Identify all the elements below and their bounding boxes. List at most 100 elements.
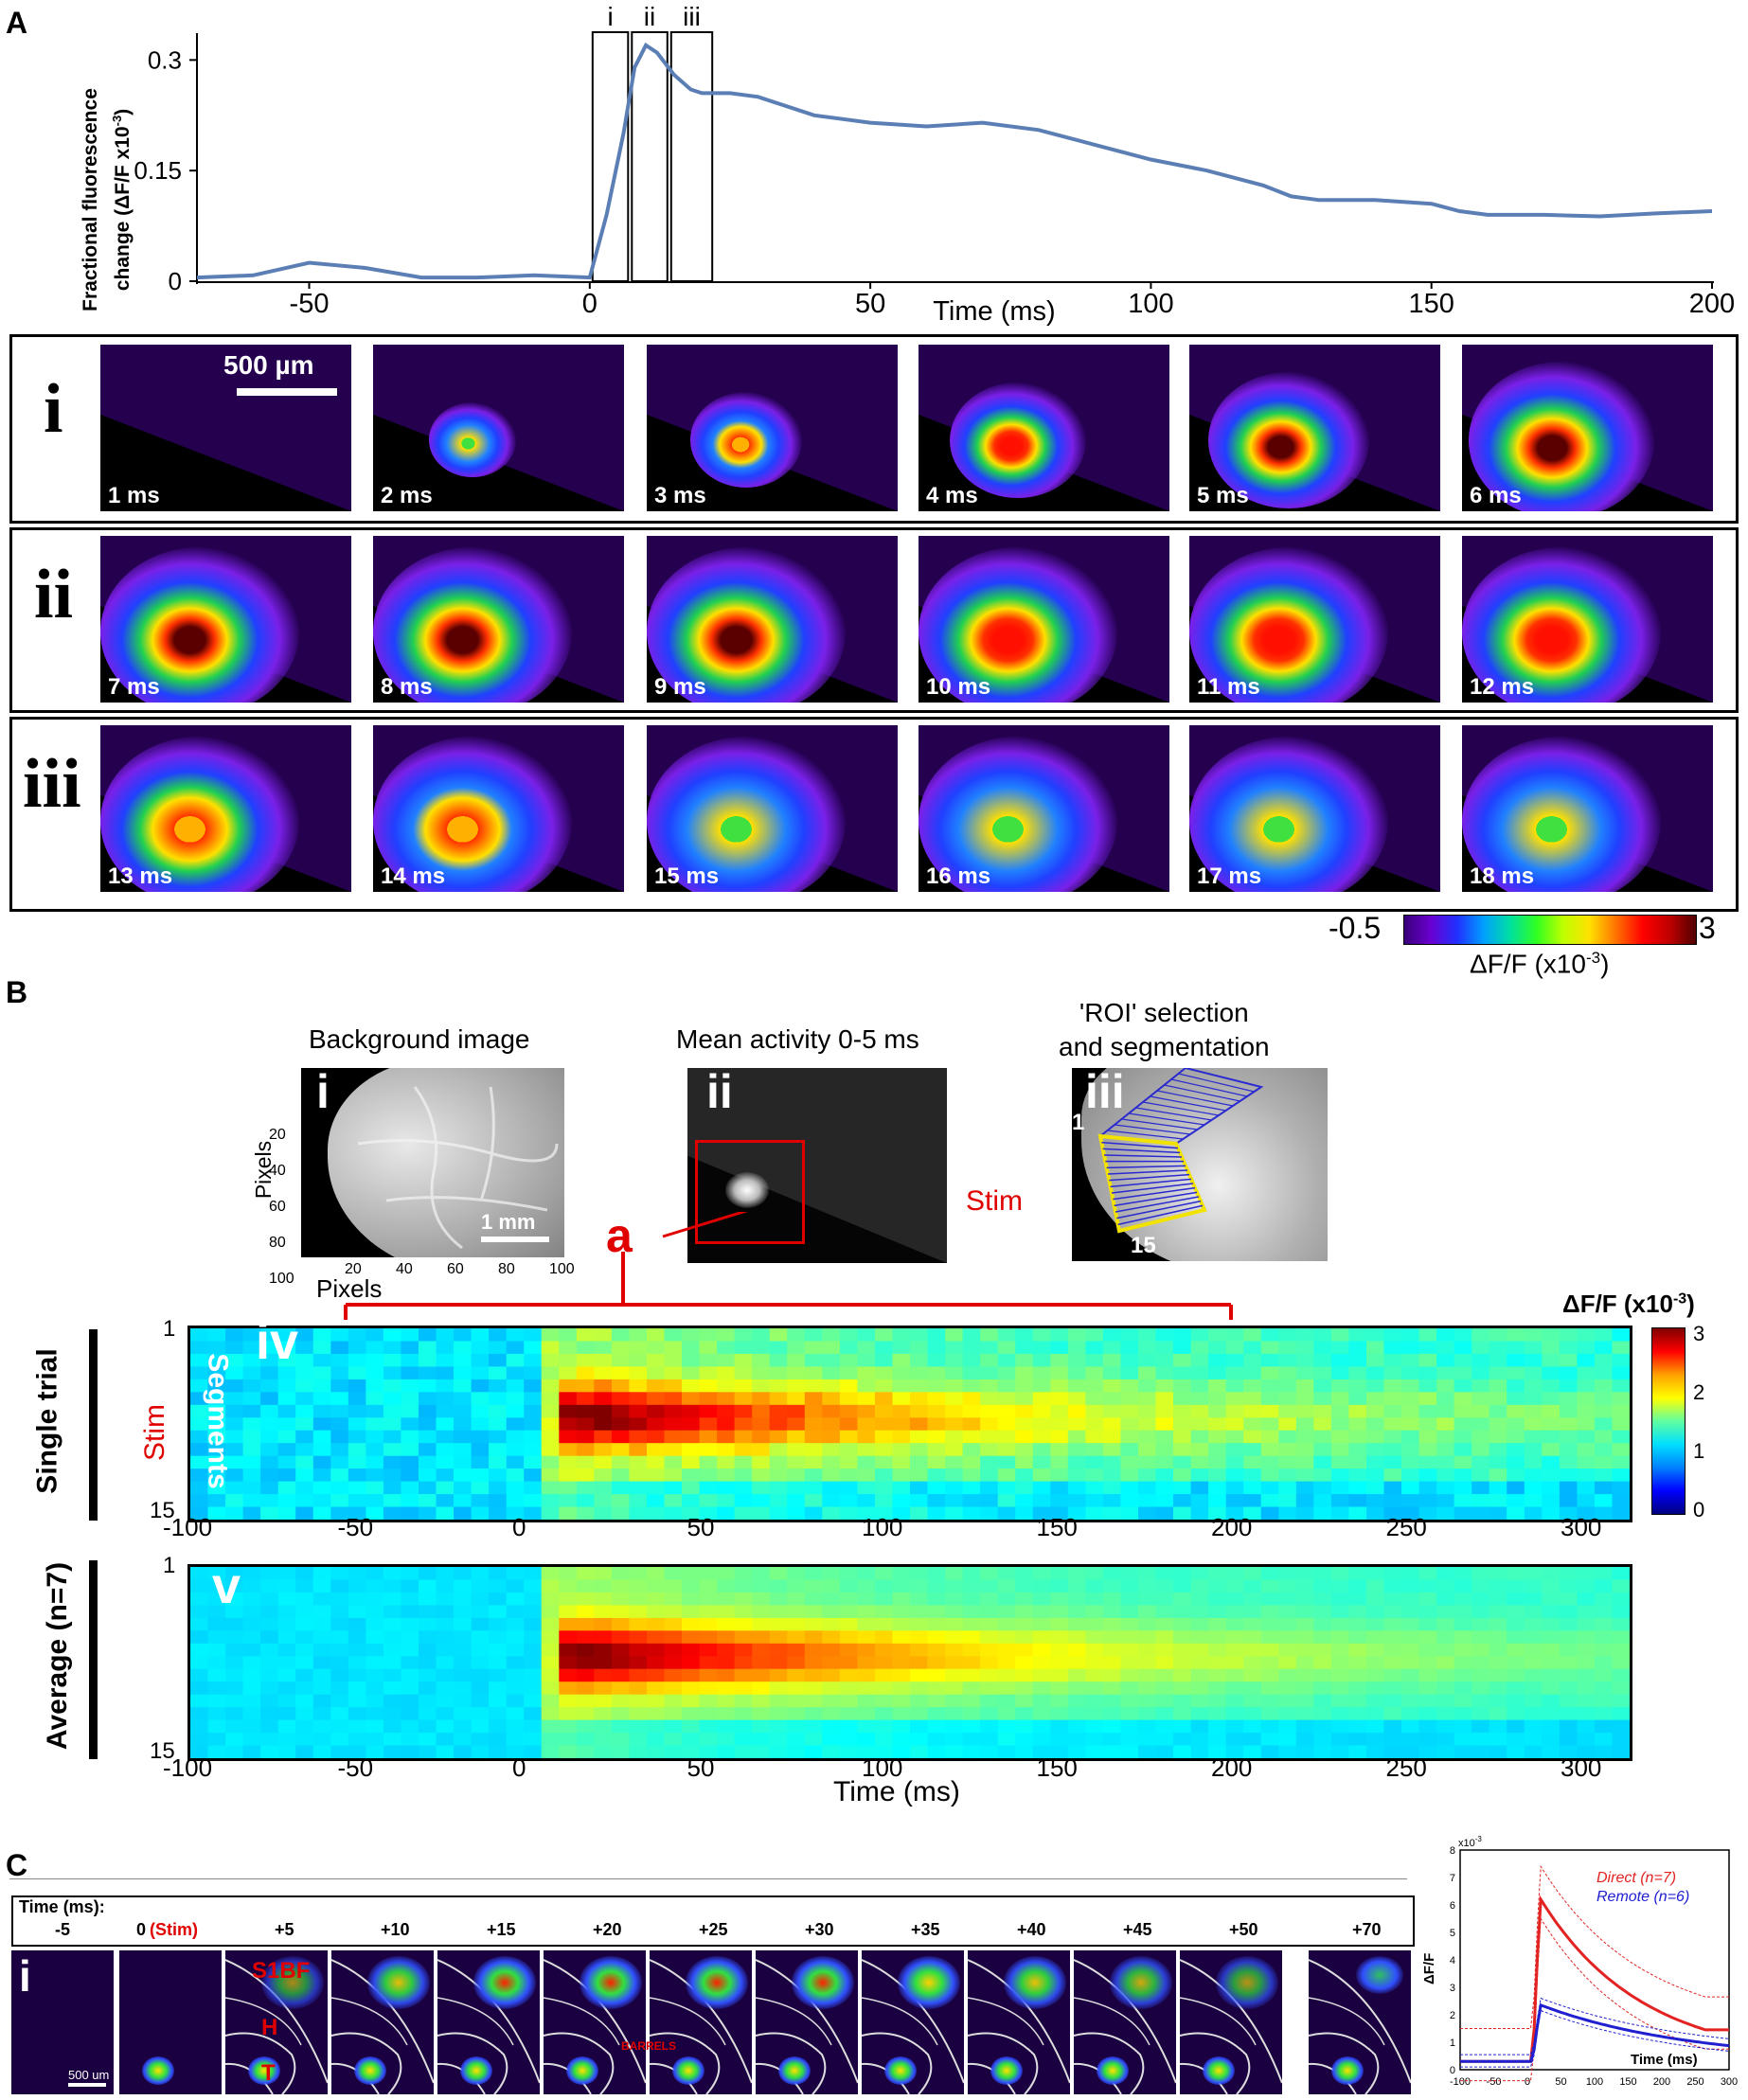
heatmap-cell [1050, 1379, 1069, 1393]
heatmap-cell [260, 1643, 279, 1657]
heatmap-cell [1489, 1579, 1507, 1593]
heatmap-cell [997, 1506, 1016, 1520]
heatmap-cell [366, 1617, 384, 1631]
heatmap-cell [1612, 1579, 1630, 1593]
heatmap-cell [401, 1567, 419, 1581]
heatmap-cell [1472, 1668, 1490, 1682]
heatmap-cell [1208, 1668, 1227, 1682]
heatmap-cell [295, 1353, 314, 1367]
heatmap-cell [489, 1745, 508, 1758]
heatmap-cell [962, 1745, 981, 1758]
heatmap-cell [1050, 1643, 1069, 1657]
heatmap-cell [348, 1733, 366, 1747]
heatmap-cell [682, 1468, 701, 1483]
heatmap-cell [787, 1707, 806, 1721]
heatmap-cell [277, 1682, 296, 1696]
heatmap-cell [277, 1617, 296, 1631]
heatmap-cell [1418, 1682, 1437, 1696]
heatmap-v-xlabel: Time (ms) [833, 1776, 960, 1807]
heatmap-cell [910, 1745, 929, 1758]
heatmap-cell [401, 1455, 419, 1469]
heatmap-cell [734, 1707, 753, 1721]
colorbar-a-max: 3 [1699, 911, 1716, 945]
heatmap-cell [401, 1404, 419, 1418]
heatmap-cell [1524, 1694, 1543, 1708]
heatmap-cell [910, 1630, 929, 1645]
heatmap-cell [1401, 1468, 1420, 1483]
time-strip-value: +15 [487, 1920, 516, 1940]
heatmap-cell [1295, 1733, 1314, 1747]
heatmap-cell [787, 1745, 806, 1758]
heatmap-cell [489, 1694, 508, 1708]
time-window-label: i [607, 2, 613, 31]
heatmap-cell [1401, 1682, 1420, 1696]
heatmap-cell [874, 1366, 893, 1380]
heatmap-cell [1295, 1328, 1314, 1343]
direct-upper-ci [1460, 1864, 1729, 2029]
heatmap-cell [1313, 1630, 1332, 1645]
heatmap-cell [207, 1733, 226, 1747]
heatmap-cell [576, 1392, 595, 1406]
heatmap-cell [962, 1353, 981, 1367]
heatmap-cell [1208, 1579, 1227, 1593]
heatmap-cell [1208, 1643, 1227, 1657]
heatmap-cell [366, 1668, 384, 1682]
heatmap-cell [1577, 1719, 1596, 1734]
heatmap-cell [839, 1379, 858, 1393]
heatmap-cell [489, 1417, 508, 1432]
heatmap-cell [594, 1656, 613, 1670]
heatmap-cell [1067, 1707, 1086, 1721]
activity-blob [367, 1956, 430, 2009]
heatmap-cell [1102, 1682, 1121, 1696]
heatmap-cell [1436, 1404, 1455, 1418]
heatmap-xtick: 50 [687, 1513, 715, 1541]
activity-blob [686, 1956, 748, 2009]
heatmap-cell [1612, 1468, 1630, 1483]
heatmap-cell [594, 1379, 613, 1393]
heatmap-cell [1577, 1643, 1596, 1657]
heatmap-cell [524, 1366, 543, 1380]
heatmap-cell [1577, 1392, 1596, 1406]
heatmap-cell [225, 1468, 244, 1483]
heatmap-cell [1507, 1366, 1525, 1380]
heatmap-cell [1102, 1733, 1121, 1747]
heatmap-cell [1454, 1694, 1472, 1708]
heatmap-cell [664, 1443, 683, 1457]
heatmap-cell [910, 1733, 929, 1747]
heatmap-cell [945, 1468, 964, 1483]
heatmap-cell [506, 1366, 525, 1380]
heatmap-cell [260, 1392, 279, 1406]
heatmap-cell [629, 1630, 648, 1645]
heatmap-cell [699, 1630, 718, 1645]
heatmap-cell [1401, 1643, 1420, 1657]
heatmap-cell [506, 1643, 525, 1657]
heatmap-cell [787, 1481, 806, 1495]
heatmap-cell [1050, 1707, 1069, 1721]
heatmap-cell [190, 1745, 209, 1758]
heatmap-cell [312, 1733, 331, 1747]
heatmap-cell [629, 1353, 648, 1367]
heatmap-cell [489, 1643, 508, 1657]
heatmap-cell [559, 1379, 578, 1393]
heatmap-cell [927, 1341, 946, 1355]
image-frame: 3 ms [647, 345, 898, 511]
heatmap-cell [1173, 1430, 1192, 1444]
heatmap-cell [1330, 1481, 1349, 1495]
heatmap-cell [997, 1443, 1016, 1457]
heatmap-cell [910, 1567, 929, 1581]
heatmap-cell [822, 1341, 841, 1355]
heatmap-cell [857, 1392, 876, 1406]
heatmap-cell [401, 1468, 419, 1483]
heatmap-cell [945, 1404, 964, 1418]
heatmap-cell [611, 1392, 630, 1406]
heatmap-cell [1260, 1392, 1279, 1406]
heatmap-cell [312, 1656, 331, 1670]
heatmap-cell [524, 1468, 543, 1483]
heatmap-cell [348, 1366, 366, 1380]
heatmap-cell [1155, 1468, 1174, 1483]
heatmap-cell [769, 1617, 788, 1631]
x-ticks: -50 0 50 100 150 200 [290, 281, 1735, 319]
heatmap-cell [190, 1404, 209, 1418]
heatmap-cell [1243, 1353, 1262, 1367]
heatmap-cell [312, 1630, 331, 1645]
